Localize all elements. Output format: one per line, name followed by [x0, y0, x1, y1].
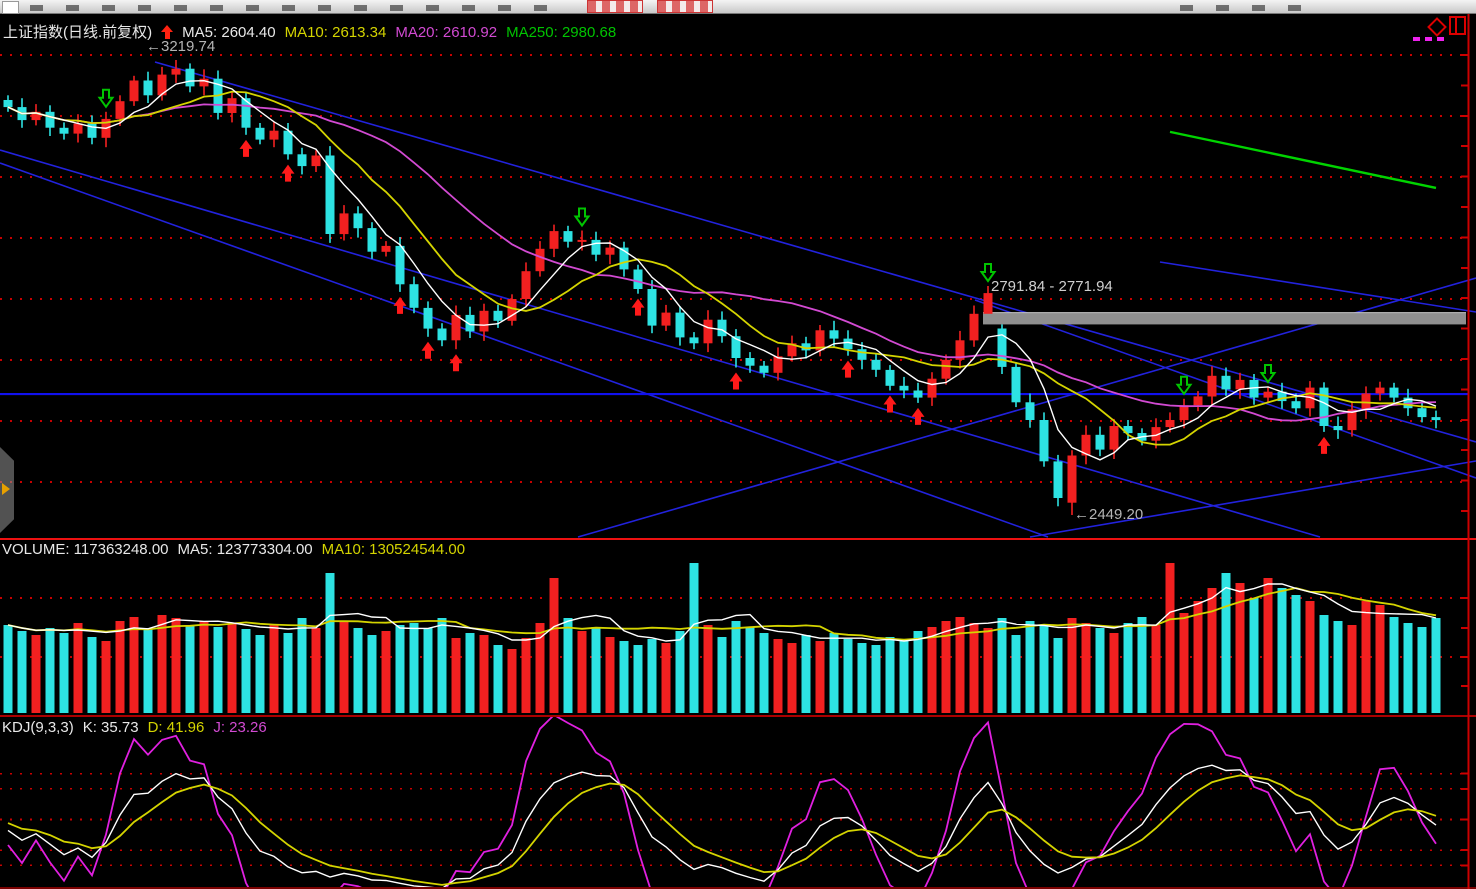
toolbar: [0, 0, 1476, 14]
kdj-label: KDJ(9,3,3): [2, 719, 74, 736]
magenta-marks: [1413, 37, 1444, 41]
gap-band: [983, 312, 1466, 325]
toolbar-menu-text-cropped: [30, 5, 560, 11]
panel-collapse-handle[interactable]: [0, 447, 14, 533]
ma250-line: [1169, 130, 1437, 190]
volume-pane: [3, 563, 1441, 713]
toolbar-red-button-2[interactable]: [657, 0, 713, 13]
kdj-d-value: D: 41.96: [147, 719, 205, 736]
ma5-line: [7, 79, 1437, 461]
ma10-line: [7, 90, 1437, 446]
toolbar-window-icon[interactable]: [2, 1, 19, 14]
toolbar-right-text-cropped: [1180, 5, 1310, 11]
up-arrow-icon: [161, 25, 174, 39]
main-chart-header: 上证指数(日线.前复权) MA5: 2604.40 MA10: 2613.34 MA2…: [3, 21, 625, 42]
volume-header: VOLUME: 117363248.00 MA5: 123773304.00 MA1…: [2, 541, 474, 558]
expand-arrow-icon: [2, 483, 10, 495]
j-line: [7, 717, 1437, 889]
ma5-value: MA5: 2604.40: [182, 24, 276, 41]
k-line: [7, 764, 1437, 889]
peak-annotation: ←3219.74: [146, 38, 216, 55]
ma20-line: [7, 103, 1437, 422]
main-gridlines: [0, 54, 1468, 483]
d-line: [7, 774, 1437, 886]
volume-ma10-line: [7, 587, 1437, 641]
buy-signal-arrows: [239, 139, 1331, 454]
kdj-j-value: J: 23.26: [213, 719, 267, 736]
low-annotation: ←2449.20: [1074, 506, 1144, 523]
gap-annotation: 2791.84 - 2771.94: [991, 278, 1113, 295]
price-axis: [1461, 14, 1470, 889]
chart-canvas[interactable]: [0, 13, 1476, 889]
volume-value: VOLUME: 117363248.00: [2, 541, 169, 558]
candlesticks: [3, 60, 1441, 515]
kdj-gridlines: [0, 772, 1468, 867]
ma20-value: MA20: 2610.92: [395, 24, 498, 41]
kdj-pane-lines: [7, 717, 1437, 889]
kdj-k-value: K: 35.73: [82, 719, 139, 736]
index-title: 上证指数(日线.前复权): [3, 24, 153, 41]
ma10-value: MA10: 2613.34: [284, 24, 387, 41]
kdj-header: KDJ(9,3,3) K: 35.73 D: 41.96 J: 23.26: [2, 719, 276, 736]
toolbar-red-button-1[interactable]: [587, 0, 643, 13]
volume-ma5-line: [7, 583, 1437, 642]
split-window-icon[interactable]: [1449, 16, 1466, 35]
volume-ma5-value: MA5: 123773304.00: [177, 541, 313, 558]
volume-ma10-value: MA10: 130524544.00: [321, 541, 466, 558]
ma250-value: MA250: 2980.68: [506, 24, 617, 41]
sell-signal-arrows: [97, 88, 1277, 396]
